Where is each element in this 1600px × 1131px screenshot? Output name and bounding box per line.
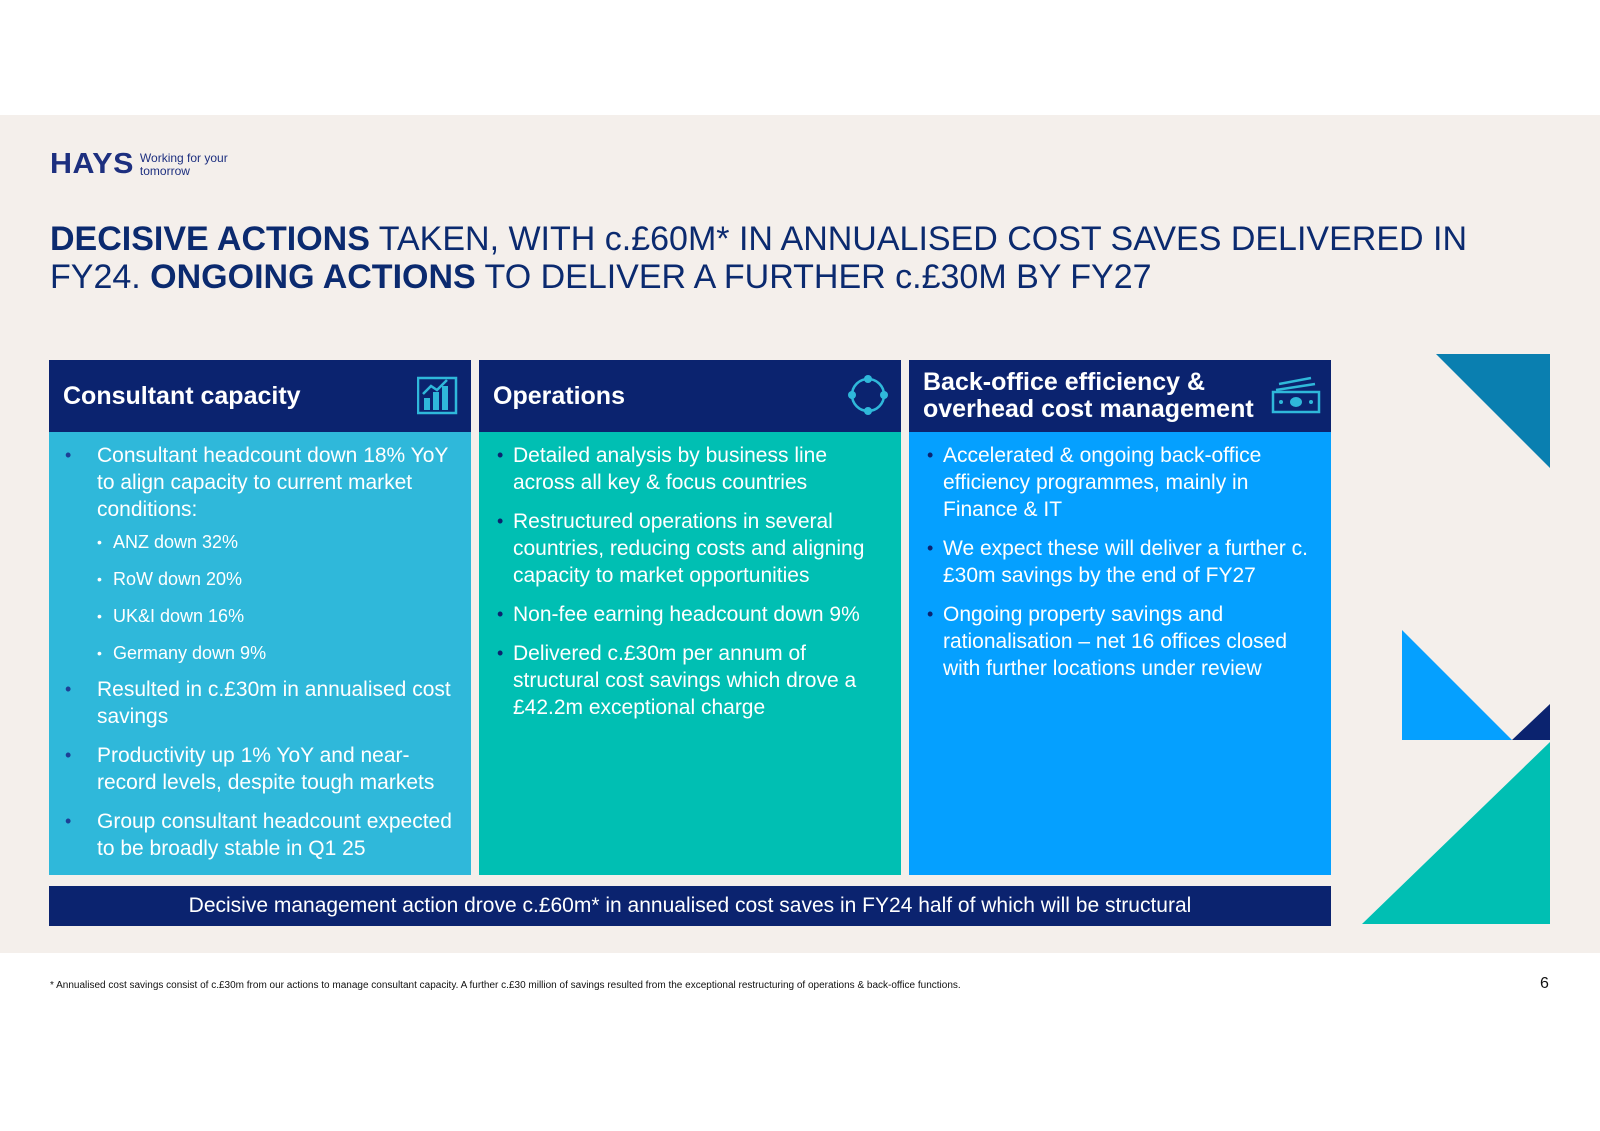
list-item: Ongoing property savings and rationalisa… <box>923 601 1317 682</box>
list-item: Group consultant headcount expected to b… <box>63 808 457 862</box>
column-operations: Operations Detailed analysis by business… <box>479 360 901 875</box>
money-stack-icon <box>1271 376 1321 414</box>
list-item: We expect these will deliver a further c… <box>923 535 1317 589</box>
title-bold-1: DECISIVE ACTIONS <box>50 220 370 258</box>
bullet-text: Consultant headcount down 18% YoY to ali… <box>97 444 449 521</box>
list-item: Restructured operations in several count… <box>493 508 887 589</box>
column-back-office: Back-office efficiency & overhead cost m… <box>909 360 1331 875</box>
slide-panel: HAYS Working for your tomorrow DECISIVE … <box>0 115 1600 953</box>
column-consultant-capacity: Consultant capacity Consultant headcount… <box>49 360 471 875</box>
column-title: Operations <box>493 381 625 410</box>
sub-list-item: ANZ down 32% <box>95 531 457 553</box>
column-body: Consultant headcount down 18% YoY to ali… <box>49 432 471 875</box>
column-title: Consultant capacity <box>63 381 301 410</box>
decorative-triangles <box>1362 354 1550 924</box>
sub-list-item: Germany down 9% <box>95 642 457 664</box>
column-header: Back-office efficiency & overhead cost m… <box>909 360 1331 432</box>
list-item: Accelerated & ongoing back-office effici… <box>923 442 1317 523</box>
title-text-1: TAKEN, WITH c.£60M* IN ANNUALISED COST S… <box>50 220 1468 296</box>
list-item: Resulted in c.£30m in annualised cost sa… <box>63 676 457 730</box>
column-title: Back-office efficiency & overhead cost m… <box>923 368 1254 423</box>
list-item: Detailed analysis by business line acros… <box>493 442 887 496</box>
sub-list-item: RoW down 20% <box>95 568 457 590</box>
title-text-2: TO DELIVER A FURTHER c.£30M BY FY27 <box>475 258 1152 296</box>
summary-banner: Decisive management action drove c.£60m*… <box>49 886 1331 926</box>
bar-chart-icon <box>417 376 458 415</box>
cycle-icon <box>848 375 888 415</box>
list-item: Delivered c.£30m per annum of structural… <box>493 640 887 721</box>
logo-tagline: Working for your tomorrow <box>139 150 228 178</box>
slide-title: DECISIVE ACTIONS TAKEN, WITH c.£60M* IN … <box>50 220 1470 296</box>
list-item: Non-fee earning headcount down 9% <box>493 601 887 628</box>
page-number: 6 <box>1540 975 1549 992</box>
column-body: Accelerated & ongoing back-office effici… <box>909 432 1331 875</box>
list-item: Productivity up 1% YoY and near-record l… <box>63 742 457 796</box>
footnote: * Annualised cost savings consist of c.£… <box>50 980 961 991</box>
column-header: Consultant capacity <box>49 360 471 432</box>
column-header: Operations <box>479 360 901 432</box>
column-body: Detailed analysis by business line acros… <box>479 432 901 875</box>
logo-word: HAYS <box>50 148 134 180</box>
title-bold-2: ONGOING ACTIONS <box>150 258 476 296</box>
sub-list-item: UK&I down 16% <box>95 605 457 627</box>
list-item: Consultant headcount down 18% YoY to ali… <box>63 442 457 664</box>
hays-logo: HAYS Working for your tomorrow <box>50 148 240 181</box>
